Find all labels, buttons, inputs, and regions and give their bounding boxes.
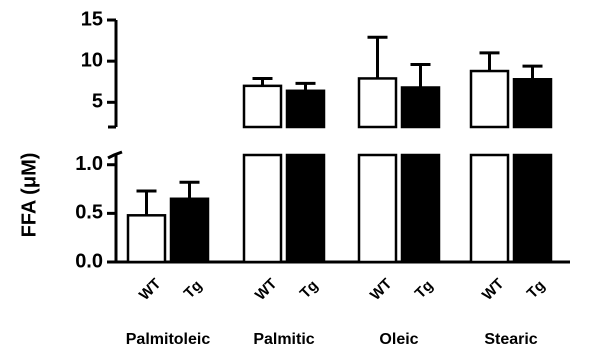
y-tick-label: 15 [81,8,103,30]
bar [169,197,210,264]
bar-break [400,86,441,129]
bar-break [285,89,326,129]
group-label: Palmitoleic [126,331,211,348]
bar-break [512,78,553,129]
bar [357,153,398,264]
bar-break [357,77,398,129]
y-tick-label: 5 [92,91,103,113]
bar [285,153,326,264]
x-tick-label: WT [252,275,281,304]
bar [469,153,510,264]
bar [242,153,283,264]
y-tick-label: 0.5 [75,202,103,224]
y-tick-label: 1.0 [75,153,103,175]
x-tick-label: WT [136,275,165,304]
x-tick-label: WT [367,275,396,304]
x-tick-label: Tg [181,277,206,302]
y-tick-label: 10 [81,49,103,71]
x-tick-label: Tg [524,277,549,302]
group-label: Stearic [484,331,537,348]
bar-break [242,84,283,129]
group-label: Palmitic [253,331,314,348]
x-tick-label: Tg [412,277,437,302]
bar [126,214,167,264]
x-tick-label: Tg [297,277,322,302]
y-tick-label: 0.0 [75,250,103,272]
bar-break [469,69,510,129]
group-label: Oleic [379,331,418,348]
axis-break-mark [107,150,123,160]
bar [400,153,441,264]
bar [512,153,553,264]
x-tick-label: WT [479,275,508,304]
y-axis-label: FFA (μM) [18,153,40,238]
